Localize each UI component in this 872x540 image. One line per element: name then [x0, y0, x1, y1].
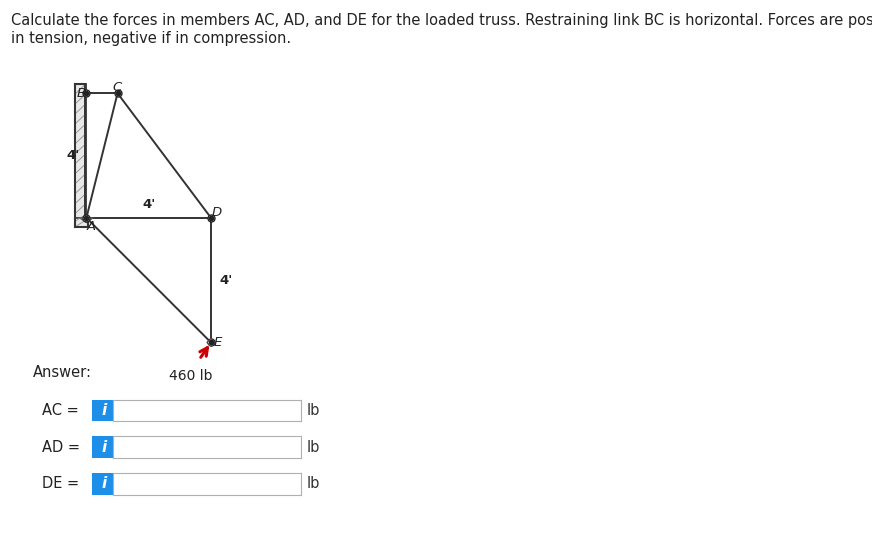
- Text: i: i: [102, 403, 107, 418]
- Text: i: i: [102, 476, 107, 491]
- Text: A: A: [86, 220, 96, 233]
- Text: D: D: [212, 206, 221, 219]
- Text: 4': 4': [66, 149, 79, 162]
- Text: C: C: [112, 81, 122, 94]
- Text: 4': 4': [220, 274, 233, 287]
- Text: AC =: AC =: [42, 403, 78, 418]
- Text: DE =: DE =: [42, 476, 79, 491]
- Text: AD =: AD =: [42, 440, 80, 455]
- Polygon shape: [79, 218, 93, 222]
- Text: Answer:: Answer:: [33, 364, 92, 380]
- Text: B: B: [76, 87, 85, 100]
- Text: 460 lb: 460 lb: [169, 369, 213, 383]
- Text: lb: lb: [307, 440, 320, 455]
- Text: lb: lb: [307, 476, 320, 491]
- Polygon shape: [76, 218, 88, 227]
- Text: 4': 4': [142, 198, 155, 211]
- Text: E: E: [214, 336, 222, 349]
- Polygon shape: [207, 339, 215, 347]
- Polygon shape: [76, 84, 85, 218]
- Text: Calculate the forces in members AC, AD, and DE for the loaded truss. Restraining: Calculate the forces in members AC, AD, …: [11, 14, 872, 46]
- Text: lb: lb: [307, 403, 320, 418]
- Text: i: i: [102, 440, 107, 455]
